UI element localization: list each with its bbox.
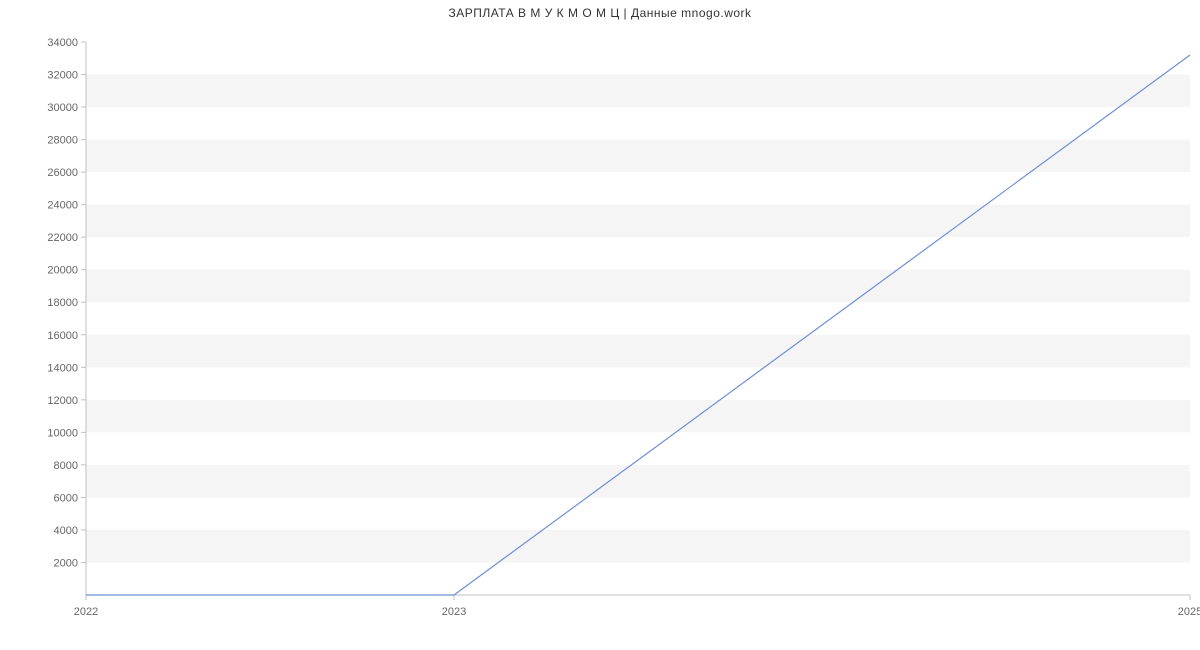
y-tick-label: 8000 [54,460,78,472]
y-tick-label: 18000 [47,297,78,309]
y-tick-label: 10000 [47,427,78,439]
y-tick-label: 6000 [54,492,78,504]
y-tick-label: 26000 [47,167,78,179]
y-tick-label: 32000 [47,70,78,82]
y-tick-label: 16000 [47,330,78,342]
y-tick-label: 28000 [47,135,78,147]
x-tick-label: 2025 [1178,606,1200,618]
y-tick-label: 30000 [47,102,78,114]
x-tick-label: 2023 [442,606,466,618]
y-tick-label: 14000 [47,362,78,374]
y-tick-label: 22000 [47,232,78,244]
chart-svg: 2000 4000 6000 8000 10000 12000 14000 16000 1800… [0,0,1200,650]
y-tick-label: 34000 [47,37,78,49]
y-tick-label: 12000 [47,395,78,407]
x-tick-label: 2022 [74,606,98,618]
series-line [86,55,1190,595]
y-tick-label: 2000 [54,557,78,569]
y-tick-label: 20000 [47,265,78,277]
y-tick-label: 24000 [47,200,78,212]
y-tick-label: 4000 [54,525,78,537]
salary-chart: ЗАРПЛАТА В М У К М О М Ц | Данные mnogo.… [0,0,1200,650]
